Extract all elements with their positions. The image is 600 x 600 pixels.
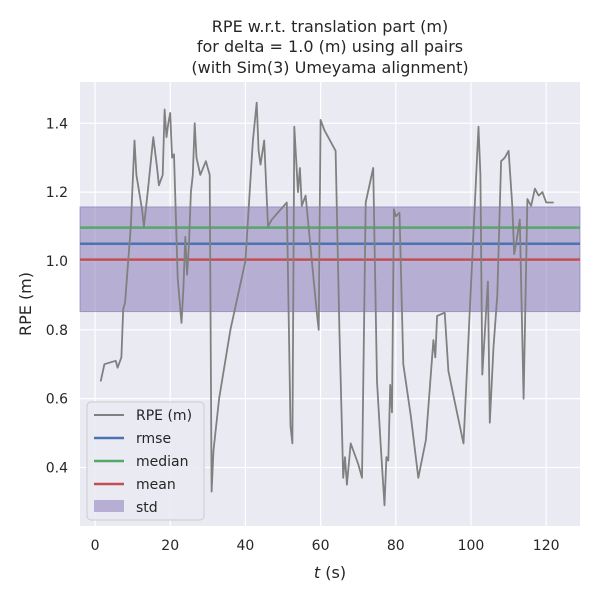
y-tick-label: 0.6 bbox=[46, 392, 68, 408]
chart-title: RPE w.r.t. translation part (m) for delt… bbox=[191, 17, 468, 77]
rpe-series-line bbox=[99, 101, 554, 507]
legend-median-label: median bbox=[136, 454, 188, 470]
x-tick-label: 40 bbox=[236, 538, 254, 554]
x-axis-label-variable: t bbox=[314, 563, 321, 582]
rpe-line-layer bbox=[99, 101, 554, 507]
chart-title-line-3: (with Sim(3) Umeyama alignment) bbox=[191, 58, 468, 77]
x-axis-label-unit: (s) bbox=[320, 563, 346, 582]
x-tick-labels: 0 20 40 60 80 100 120 bbox=[91, 538, 560, 554]
y-tick-label: 0.4 bbox=[46, 460, 68, 476]
chart-title-line-1: RPE w.r.t. translation part (m) bbox=[212, 17, 448, 36]
legend-std-swatch bbox=[94, 500, 124, 512]
legend-rpe-label: RPE (m) bbox=[136, 408, 192, 424]
legend-std-label: std bbox=[136, 500, 158, 516]
x-tick-label: 60 bbox=[312, 538, 330, 554]
legend: RPE (m) rmse median mean std bbox=[86, 401, 205, 521]
y-tick-label: 1.0 bbox=[46, 254, 68, 270]
x-axis-label: t (s) bbox=[314, 563, 346, 582]
legend-rmse-label: rmse bbox=[136, 431, 171, 447]
y-tick-label: 1.4 bbox=[46, 116, 68, 132]
x-tick-label: 80 bbox=[387, 538, 405, 554]
x-tick-label: 0 bbox=[91, 538, 100, 554]
y-tick-label: 1.2 bbox=[46, 185, 68, 201]
x-tick-label: 20 bbox=[161, 538, 179, 554]
chart-title-line-2: for delta = 1.0 (m) using all pairs bbox=[197, 37, 463, 56]
x-tick-label: 100 bbox=[458, 538, 485, 554]
y-tick-labels: 0.4 0.6 0.8 1.0 1.2 1.4 bbox=[46, 116, 68, 476]
legend-mean-label: mean bbox=[136, 477, 176, 493]
statistic-lines bbox=[80, 226, 580, 261]
x-tick-label: 120 bbox=[533, 538, 560, 554]
legend-frame bbox=[86, 401, 205, 521]
y-axis-label: RPE (m) bbox=[16, 272, 35, 336]
y-tick-label: 0.8 bbox=[46, 323, 68, 339]
